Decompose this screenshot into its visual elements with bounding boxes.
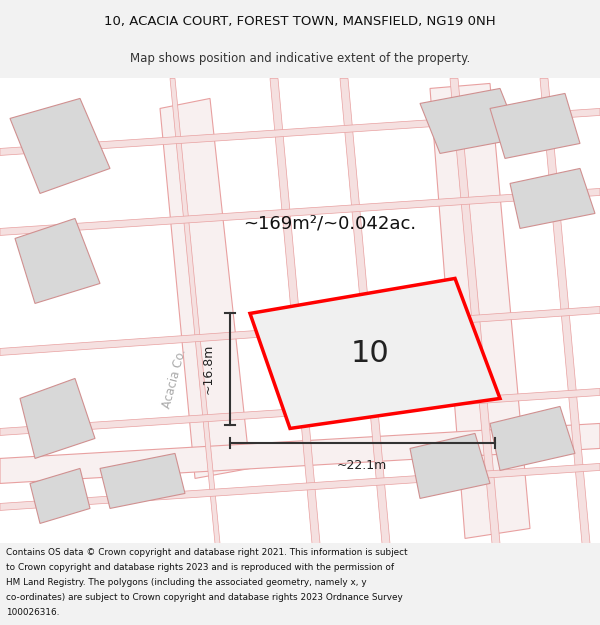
Text: co-ordinates) are subject to Crown copyright and database rights 2023 Ordnance S: co-ordinates) are subject to Crown copyr…	[6, 593, 403, 602]
Polygon shape	[450, 78, 500, 543]
Polygon shape	[250, 279, 500, 429]
Polygon shape	[0, 388, 600, 436]
Polygon shape	[10, 98, 110, 194]
Text: 10: 10	[350, 339, 389, 368]
Polygon shape	[100, 454, 185, 509]
Polygon shape	[20, 378, 95, 459]
Polygon shape	[0, 424, 600, 484]
Text: 10, ACACIA COURT, FOREST TOWN, MANSFIELD, NG19 0NH: 10, ACACIA COURT, FOREST TOWN, MANSFIELD…	[104, 16, 496, 28]
Text: 100026316.: 100026316.	[6, 608, 59, 617]
Polygon shape	[285, 303, 455, 399]
Text: ~16.8m: ~16.8m	[202, 343, 215, 394]
Text: to Crown copyright and database rights 2023 and is reproduced with the permissio: to Crown copyright and database rights 2…	[6, 563, 394, 572]
Polygon shape	[170, 78, 220, 543]
Polygon shape	[430, 83, 530, 538]
Polygon shape	[0, 306, 600, 356]
Text: Map shows position and indicative extent of the property.: Map shows position and indicative extent…	[130, 52, 470, 65]
Polygon shape	[490, 93, 580, 158]
Text: ~169m²/~0.042ac.: ~169m²/~0.042ac.	[244, 214, 416, 232]
Polygon shape	[15, 218, 100, 303]
Polygon shape	[0, 189, 600, 236]
Text: Acacia Co.: Acacia Co.	[161, 348, 189, 409]
Polygon shape	[410, 434, 490, 499]
Polygon shape	[0, 464, 600, 511]
Polygon shape	[0, 109, 600, 156]
Polygon shape	[510, 168, 595, 228]
Polygon shape	[490, 406, 575, 471]
Polygon shape	[30, 469, 90, 524]
Polygon shape	[340, 78, 390, 543]
Polygon shape	[540, 78, 590, 543]
Polygon shape	[420, 88, 520, 153]
Text: HM Land Registry. The polygons (including the associated geometry, namely x, y: HM Land Registry. The polygons (includin…	[6, 578, 367, 587]
Polygon shape	[270, 78, 320, 543]
Text: Contains OS data © Crown copyright and database right 2021. This information is : Contains OS data © Crown copyright and d…	[6, 548, 407, 557]
Polygon shape	[160, 98, 250, 479]
Text: ~22.1m: ~22.1m	[337, 459, 387, 472]
